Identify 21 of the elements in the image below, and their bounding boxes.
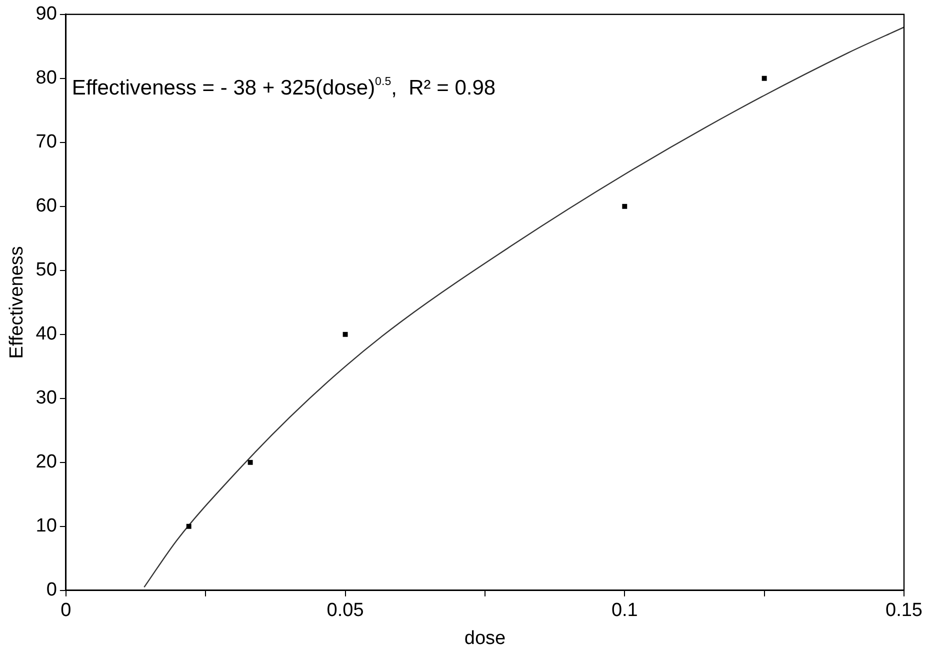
point bbox=[248, 460, 253, 465]
y-tick-label: 80 bbox=[36, 68, 57, 89]
y-tick-label: 90 bbox=[36, 4, 57, 25]
y-tick-label: 70 bbox=[36, 132, 57, 153]
x-tick-label: 0.05 bbox=[326, 600, 364, 622]
y-tick-label: 40 bbox=[36, 324, 57, 345]
x-tick-label: 0.1 bbox=[611, 600, 638, 622]
y-tick-label: 30 bbox=[36, 388, 57, 409]
x-tick-label: 0 bbox=[60, 600, 72, 622]
point bbox=[622, 204, 628, 209]
point bbox=[762, 76, 767, 81]
y-tick-label: 60 bbox=[36, 196, 57, 217]
point bbox=[186, 524, 192, 529]
y-tick-label: 0 bbox=[46, 580, 57, 601]
x-axis-title: dose bbox=[464, 628, 506, 649]
y-tick-label: 20 bbox=[36, 452, 57, 473]
y-axis-title: Effectiveness bbox=[6, 246, 28, 359]
y-tick-label: 50 bbox=[36, 260, 57, 281]
point bbox=[342, 332, 348, 337]
y-tick-label: 10 bbox=[36, 516, 57, 537]
x-tick-label: 0.15 bbox=[886, 600, 922, 622]
